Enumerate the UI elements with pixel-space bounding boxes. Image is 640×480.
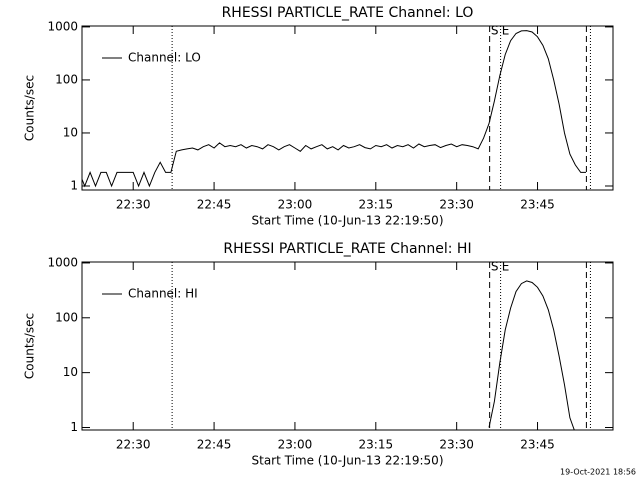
- x-tick-label: 23:00: [278, 198, 313, 212]
- x-tick-label: 22:30: [116, 438, 151, 452]
- y-tick-label: 10: [63, 365, 78, 379]
- flare-marker-label: E: [502, 24, 510, 38]
- flare-marker-label: S: [491, 260, 499, 274]
- x-tick-label: 23:30: [439, 198, 474, 212]
- chart-title: RHESSI PARTICLE_RATE Channel: LO: [222, 5, 474, 21]
- x-tick-label: 23:45: [520, 438, 555, 452]
- plot-frame: [81, 261, 614, 431]
- flare-marker-label: S: [491, 24, 499, 38]
- y-tick-label: 1: [70, 178, 78, 192]
- y-tick-label: 10: [63, 125, 78, 139]
- x-axis-label: Start Time (10-Jun-13 22:19:50): [252, 454, 444, 468]
- series-line: [82, 30, 586, 188]
- x-tick-label: 23:15: [359, 438, 394, 452]
- x-tick-label: 23:45: [520, 198, 555, 212]
- y-axis-label: Counts/sec: [23, 313, 37, 379]
- y-axis-label: Counts/sec: [23, 75, 37, 141]
- x-tick-label: 23:15: [359, 198, 394, 212]
- timestamp: 19-Oct-2021 18:56: [560, 468, 636, 477]
- plot-frame: [81, 25, 614, 191]
- y-tick-label: 1000: [47, 255, 78, 269]
- x-axis-label: Start Time (10-Jun-13 22:19:50): [252, 214, 444, 228]
- x-tick-label: 22:30: [116, 198, 151, 212]
- series-line: [488, 280, 575, 430]
- y-tick-label: 1: [70, 420, 78, 434]
- y-tick-label: 100: [55, 310, 78, 324]
- x-tick-label: 23:30: [439, 438, 474, 452]
- flare-marker-label: E: [502, 260, 510, 274]
- y-tick-label: 100: [55, 72, 78, 86]
- x-tick-label: 22:45: [197, 438, 232, 452]
- y-tick-label: 1000: [47, 19, 78, 33]
- legend-label: Channel: LO: [128, 51, 201, 65]
- x-tick-label: 23:00: [278, 438, 313, 452]
- x-tick-label: 22:45: [197, 198, 232, 212]
- chart-title: RHESSI PARTICLE_RATE Channel: HI: [223, 241, 471, 257]
- legend-label: Channel: HI: [128, 287, 198, 301]
